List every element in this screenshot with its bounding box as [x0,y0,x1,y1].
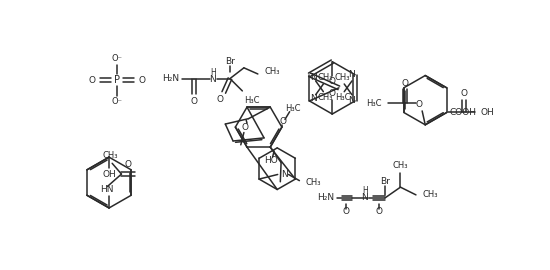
Text: N: N [282,170,288,179]
Text: O⁻: O⁻ [111,97,122,106]
Text: N: N [349,70,355,79]
Text: O: O [329,89,336,99]
Text: O: O [125,160,132,169]
Text: CH₃: CH₃ [422,190,438,199]
Text: H₃C: H₃C [335,93,350,102]
Text: Br: Br [380,177,390,185]
Text: H₂N: H₂N [317,193,334,202]
Text: O: O [329,77,336,86]
Text: H₃C: H₃C [285,104,300,113]
Text: COOH: COOH [450,108,477,117]
Text: O: O [89,76,96,85]
Text: H: H [362,186,367,195]
Text: CH₃: CH₃ [306,178,321,187]
Text: OH: OH [481,108,494,117]
Text: CH₃: CH₃ [103,151,118,160]
Text: O⁻: O⁻ [111,54,122,63]
Text: CH₃: CH₃ [393,161,408,170]
Text: O: O [216,95,223,104]
Text: CH₃: CH₃ [264,67,279,76]
Text: Br: Br [225,57,235,66]
Text: CH₃: CH₃ [317,93,333,102]
Text: O: O [191,97,198,106]
Text: CH₃: CH₃ [335,73,350,82]
Text: O: O [375,207,382,216]
Text: N: N [310,73,317,82]
Text: P: P [114,75,120,85]
Text: O: O [138,76,145,85]
Text: O: O [343,207,350,216]
Text: CH₃: CH₃ [317,73,333,82]
Text: H₃C: H₃C [244,96,260,105]
Text: HO: HO [264,156,278,165]
Text: H₃C: H₃C [366,99,382,108]
Text: O: O [402,79,409,88]
Text: HN: HN [100,185,113,194]
Text: N: N [210,75,216,84]
Text: N: N [310,94,317,103]
Text: O: O [460,89,468,99]
Text: N: N [349,96,355,105]
Text: O: O [242,123,249,132]
Text: O: O [280,117,287,126]
Text: N: N [361,193,368,202]
Text: H₂N: H₂N [162,74,179,83]
Text: OH: OH [102,170,116,178]
Text: H: H [210,68,216,77]
Text: O: O [416,100,422,109]
